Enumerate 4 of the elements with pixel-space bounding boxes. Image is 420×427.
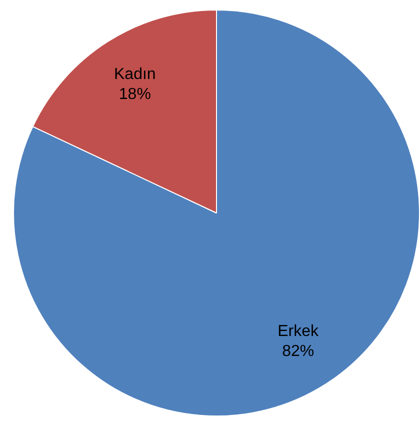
data-label: 82% xyxy=(282,342,314,360)
slice-label: Kadın xyxy=(114,66,156,83)
slice-label: Erkek xyxy=(278,322,320,340)
data-label: 18% xyxy=(118,86,151,103)
